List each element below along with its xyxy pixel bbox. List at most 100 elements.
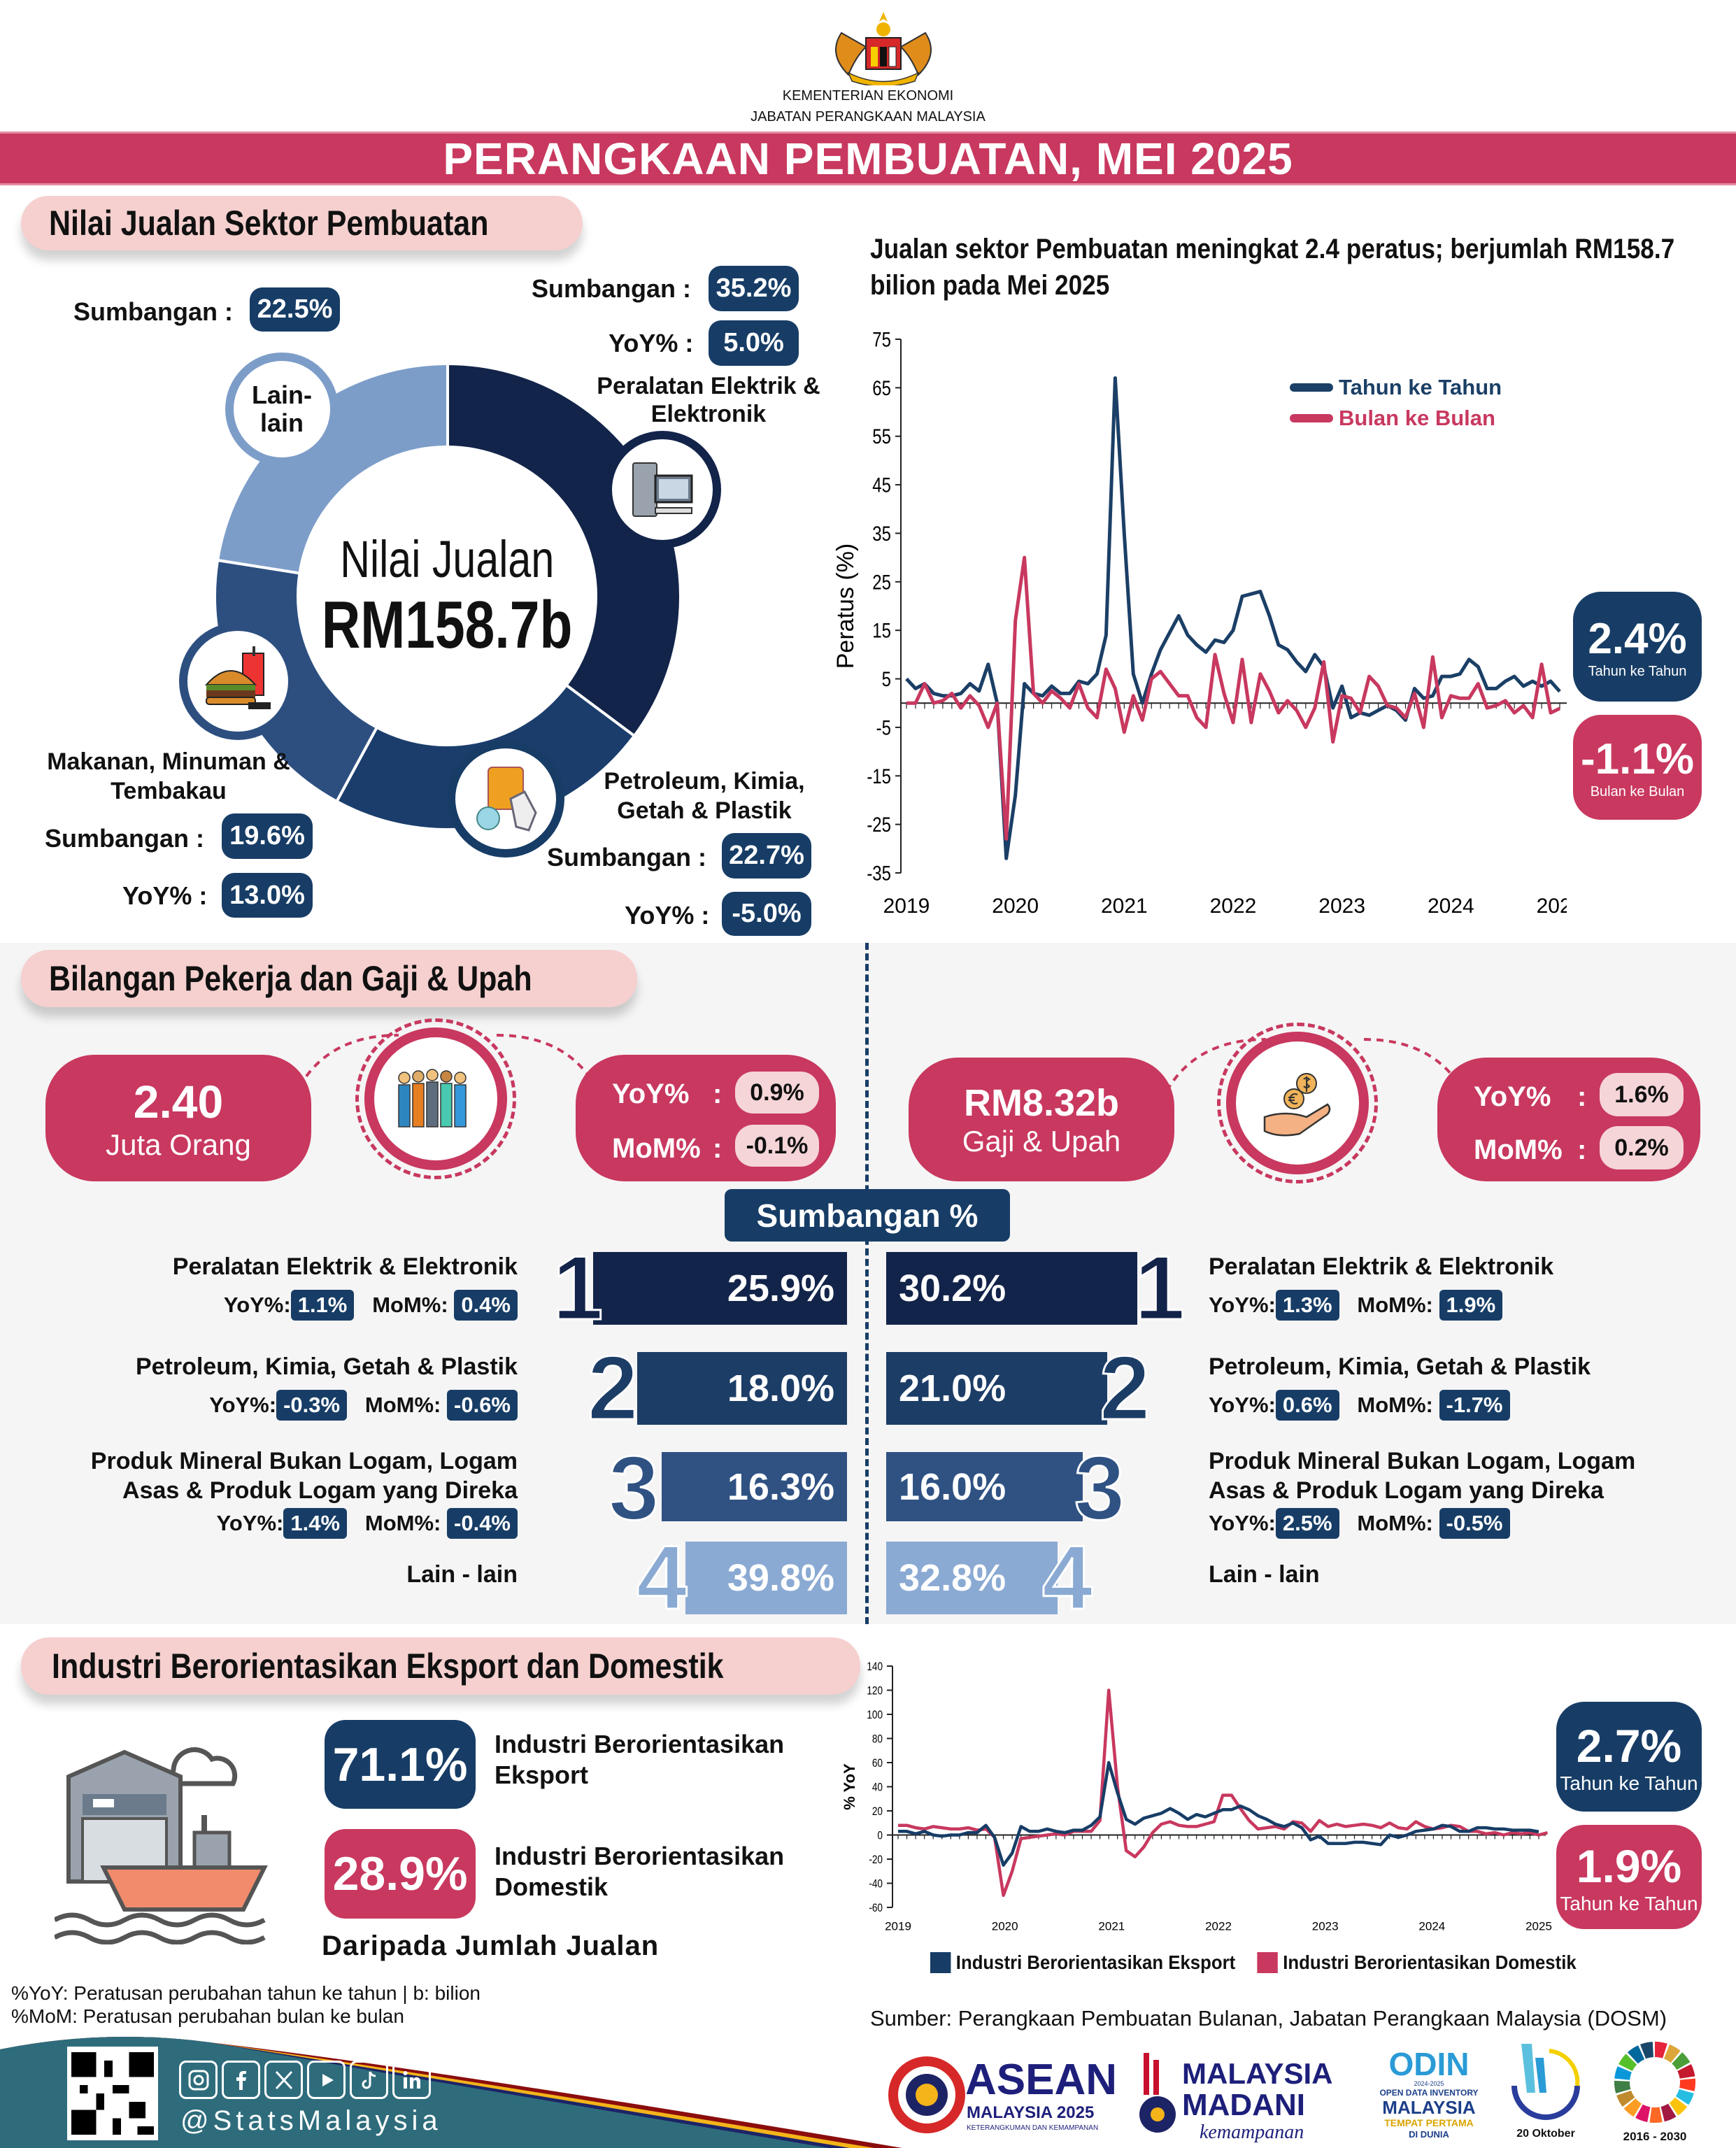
y-tick-label: 100 [867, 1709, 883, 1722]
contribution-value: 16.3% [727, 1465, 834, 1508]
right-contribution-bar: 21.0% [886, 1352, 1107, 1425]
colon: : [1577, 1081, 1587, 1112]
yoy-label: YoY%: [216, 1511, 284, 1535]
industry-name-2: Asas & Produk Logam yang Direka [122, 1477, 518, 1504]
yoy-label: YoY%: [1209, 1393, 1276, 1417]
world-statistics-day-logo: 20 Oktober [1504, 2037, 1588, 2145]
ministry-name: KEMENTERIAN EKONOMI [782, 88, 954, 104]
warehouse-ship-icon [53, 1728, 271, 1945]
sdg-wheel-segment [1660, 2103, 1677, 2122]
odin-logo-years: 2024-2025 [1414, 2080, 1444, 2087]
y-tick-label: 65 [872, 376, 891, 399]
madani-logo-text: MALAYSIA [1182, 2057, 1333, 2090]
center-label: Nilai Jualan [339, 530, 555, 588]
workers-icon [355, 1018, 516, 1179]
mom-label: MoM%: [364, 1511, 441, 1535]
yoy-label: YoY%: [1209, 1293, 1276, 1317]
makanan-yoy-badge: 13.0% [222, 873, 313, 918]
y-tick-label: -40 [869, 1877, 883, 1891]
makanan-name-1: Makanan, Minuman & [47, 748, 290, 775]
rank-number: 2 [1098, 1337, 1151, 1439]
series-line-secondary [898, 1688, 1549, 1898]
lain-contribution-badge: 22.5% [250, 287, 340, 332]
y-tick-label: 0 [877, 1829, 883, 1842]
yoy-badge: 1.4% [283, 1508, 348, 1539]
sdg-wheel-segment [1614, 2066, 1632, 2080]
industry-name: Petroleum, Kimia, Getah & Plastik [135, 1353, 518, 1380]
instagram-icon[interactable] [179, 2061, 218, 2099]
section-title-employment: Bilangan Pekerja dan Gaji & Upah [21, 950, 637, 1007]
sdg-wheel-segment [1614, 2080, 1631, 2093]
lain-label-2: lain [259, 408, 304, 437]
sdg-wheel-segment [1672, 2052, 1691, 2070]
y-tick-label: 75 [872, 327, 891, 351]
rank-number: 1 [1133, 1237, 1186, 1339]
sdg-logo-years: 2016 - 2030 [1623, 2130, 1687, 2143]
y-tick-label: 40 [872, 1781, 883, 1794]
legend-swatch [1257, 1952, 1278, 1973]
wages-box: RM8.32b Gaji & Upah [909, 1058, 1174, 1181]
yoy-badge: 2.4% Tahun ke Tahun [1573, 592, 1702, 702]
burger-drink-icon [179, 623, 297, 740]
workers-value: 2.40 [133, 1075, 224, 1128]
footnote-yoy: %YoY: Peratusan perubahan tahun ke tahun… [11, 1982, 481, 2004]
export-yoy-label: Tahun ke Tahun [1560, 1772, 1698, 1794]
malaysia-madani-logo: MALAYSIA MADANI kemampanan [1137, 2046, 1346, 2147]
social-handle[interactable]: @StatsMalaysia [180, 2105, 442, 2136]
yoy-label: YoY%: [209, 1393, 277, 1417]
export-share-badge: 71.1% [325, 1720, 476, 1809]
y-tick-label: -5 [876, 716, 891, 739]
domestic-yoy-value: 1.9% [1576, 1840, 1682, 1892]
yoy-badge-label: Tahun ke Tahun [1588, 663, 1687, 679]
facebook-icon[interactable] [222, 2061, 260, 2099]
odin-logo-sub: OPEN DATA INVENTORY [1379, 2088, 1479, 2098]
contribution-title: Sumbangan % [725, 1189, 1010, 1242]
lain-label-1: Lain- [252, 380, 312, 409]
x-tick-label: 2021 [1101, 895, 1148, 918]
y-tick-label: -15 [867, 764, 891, 788]
tiktok-icon[interactable] [350, 2061, 388, 2099]
elektrik-contribution-label: Sumbangan : [532, 274, 692, 303]
sdg-wheel-segment [1677, 2064, 1695, 2079]
mom-badge: -0.6% [447, 1390, 518, 1421]
left-row-label: Petroleum, Kimia, Getah & Plastik [136, 1352, 518, 1381]
mom-badge: -1.7% [1439, 1390, 1510, 1421]
y-tick-label: 35 [872, 521, 891, 545]
mom-badge: 0.4% [454, 1290, 518, 1321]
export-label: Industri Berorientasikan Eksport [495, 1729, 784, 1791]
industry-name: Produk Mineral Bukan Logam, Logam [1209, 1448, 1636, 1474]
petroleum-contribution-label: Sumbangan : [547, 843, 707, 872]
yoy-badge: -0.3% [276, 1390, 348, 1421]
linkedin-icon[interactable] [392, 2061, 431, 2099]
rank-number: 4 [1041, 1526, 1093, 1628]
domestic-label: Industri Berorientasikan Domestik [495, 1841, 784, 1902]
makanan-contribution-label: Sumbangan : [45, 824, 205, 853]
left-contribution-bar: 39.8% [685, 1542, 847, 1614]
chart2-legend: Industri Berorientasikan Eksport Industr… [930, 1951, 1577, 1974]
x-tick-label: 2023 [1318, 895, 1365, 918]
rank-number: 2 [586, 1337, 639, 1439]
industry-name: Lain - lain [406, 1561, 518, 1588]
x-icon[interactable] [264, 2061, 303, 2099]
petroleum-name-1: Petroleum, Kimia, [604, 768, 805, 795]
elektrik-yoy-badge: 5.0% [709, 320, 799, 366]
youtube-icon[interactable] [307, 2061, 346, 2099]
madani-logo-tag: kemampanan [1200, 2121, 1304, 2143]
hand-coins-icon [1217, 1023, 1378, 1183]
makanan-yoy-label: YoY% : [122, 881, 208, 910]
left-row-stats: YoY%: 1.4% MoM%: -0.4% [217, 1508, 518, 1539]
y-tick-label: 80 [872, 1733, 883, 1746]
right-row-stats: YoY%: 2.5% MoM%: -0.5% [1209, 1508, 1510, 1539]
section-divider [865, 943, 869, 1624]
asean-logo: ASEAN MALAYSIA 2025 KETERANGKUMAN DAN KE… [888, 2046, 1117, 2144]
yoy-label: YoY%: [1209, 1511, 1276, 1535]
asean-logo-tag: KETERANGKUMAN DAN KEMAMPANAN [967, 2124, 1099, 2132]
odin-logo-text: ODIN [1388, 2046, 1470, 2082]
qr-code[interactable] [67, 2047, 158, 2140]
petroleum-name: Petroleum, Kimia, Getah & Plastik [564, 767, 844, 825]
domestic-yoy-label: Tahun ke Tahun [1560, 1892, 1698, 1914]
wages-change-box: YoY% : 1.6% MoM% : 0.2% [1437, 1058, 1700, 1181]
mom-badge: -0.4% [447, 1508, 518, 1539]
domestic-label-1: Industri Berorientasikan [495, 1842, 785, 1870]
export-yoy-badge: 2.7% Tahun ke Tahun [1556, 1702, 1702, 1812]
